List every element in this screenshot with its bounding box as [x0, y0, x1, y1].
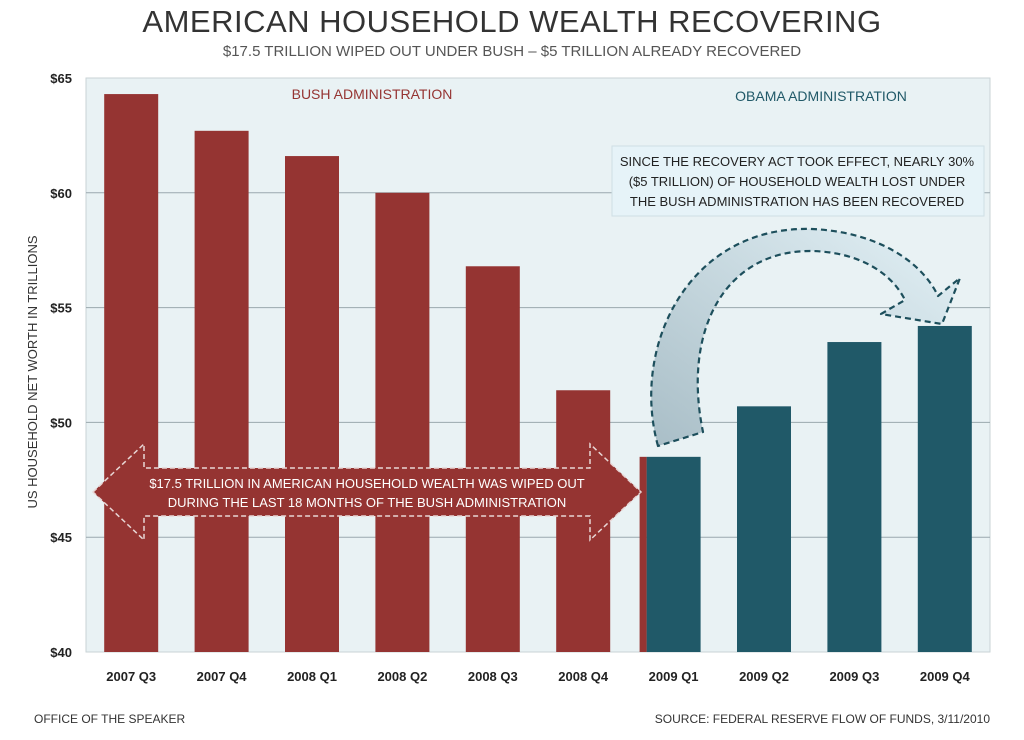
x-axis: 2007 Q3 2007 Q4 2008 Q1 2008 Q2 2008 Q3 2008 …	[106, 669, 970, 684]
x-tick-label: 2009 Q3	[829, 669, 879, 684]
x-tick-label: 2008 Q1	[287, 669, 337, 684]
x-tick-label: 2009 Q1	[649, 669, 699, 684]
footer-source: SOURCE: FEDERAL RESERVE FLOW OF FUNDS, 3…	[654, 712, 990, 726]
x-tick-label: 2007 Q3	[106, 669, 156, 684]
x-tick-label: 2009 Q2	[739, 669, 789, 684]
chart-subtitle: $17.5 TRILLION WIPED OUT UNDER BUSH – $5…	[222, 43, 802, 60]
bar	[104, 94, 159, 652]
bar	[827, 342, 882, 652]
y-axis: $40 $45 $50 $55 $60 $65	[50, 71, 72, 660]
bar-transition-marker	[639, 456, 647, 652]
bar	[737, 406, 791, 652]
chart-title: AMERICAN HOUSEHOLD WEALTH RECOVERING	[142, 4, 882, 39]
y-tick-label: $45	[50, 530, 72, 545]
x-tick-label: 2007 Q4	[197, 669, 248, 684]
y-tick-label: $55	[50, 301, 72, 316]
wiped-out-callout: $17.5 TRILLION IN AMERICAN HOUSEHOLD WEA…	[91, 442, 643, 542]
bar	[285, 156, 339, 652]
recovery-text-line-1: SINCE THE RECOVERY ACT TOOK EFFECT, NEAR…	[620, 154, 975, 169]
wiped-out-text-line-2: DURING THE LAST 18 MONTHS OF THE BUSH AD…	[168, 495, 566, 510]
bush-administration-label: BUSH ADMINISTRATION	[292, 86, 453, 102]
recovery-text-line-2: ($5 TRILLION) OF HOUSEHOLD WEALTH LOST U…	[629, 174, 966, 189]
y-tick-label: $60	[50, 186, 72, 201]
bar	[917, 325, 972, 652]
footer-office: OFFICE OF THE SPEAKER	[34, 712, 186, 726]
y-tick-label: $65	[50, 71, 72, 86]
y-tick-label: $40	[50, 645, 72, 660]
y-tick-label: $50	[50, 415, 72, 430]
bar	[194, 130, 249, 653]
x-tick-label: 2008 Q2	[377, 669, 427, 684]
y-axis-label: US HOUSEHOLD NET WORTH IN TRILLIONS	[25, 235, 40, 508]
x-tick-label: 2009 Q4	[920, 669, 971, 684]
double-arrow-icon	[91, 442, 643, 542]
recovery-arrow-icon	[650, 227, 962, 448]
x-tick-label: 2008 Q4	[558, 669, 609, 684]
bar	[465, 266, 520, 652]
obama-administration-label: OBAMA ADMINISTRATION	[735, 88, 907, 104]
recovery-text-line-3: THE BUSH ADMINISTRATION HAS BEEN RECOVER…	[630, 194, 964, 209]
bar	[646, 456, 701, 652]
bar	[375, 192, 430, 653]
recovery-callout: SINCE THE RECOVERY ACT TOOK EFFECT, NEAR…	[611, 145, 985, 217]
bars	[104, 94, 972, 653]
wiped-out-text-line-1: $17.5 TRILLION IN AMERICAN HOUSEHOLD WEA…	[149, 476, 584, 491]
x-tick-label: 2008 Q3	[468, 669, 518, 684]
